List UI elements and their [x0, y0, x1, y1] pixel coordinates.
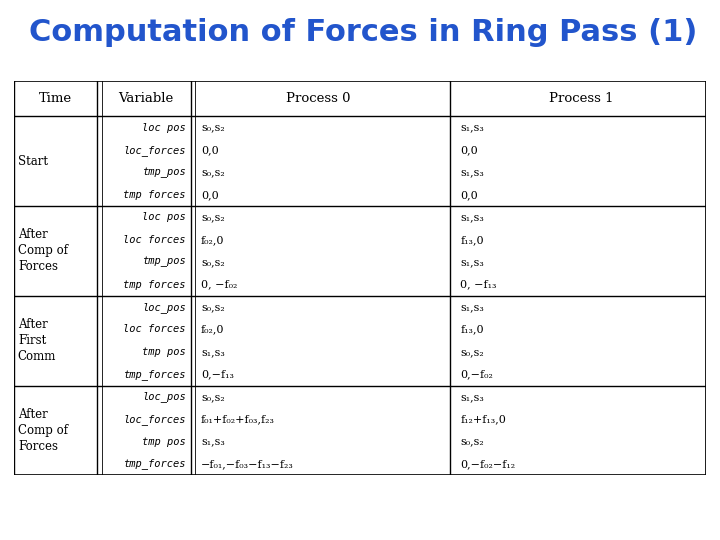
Text: s₀,s₂: s₀,s₂ — [460, 436, 484, 447]
Text: s₀,s₂: s₀,s₂ — [201, 167, 225, 178]
Text: s₁,s₃: s₁,s₃ — [460, 167, 484, 178]
Text: Variable: Variable — [118, 92, 174, 105]
Text: f₀₂,0: f₀₂,0 — [201, 325, 225, 334]
Text: loc forces: loc forces — [123, 235, 186, 245]
Text: f₀₁+f₀₂+f₀₃,f₂₃: f₀₁+f₀₂+f₀₃,f₂₃ — [201, 414, 275, 424]
Text: tmp_pos: tmp_pos — [142, 257, 186, 267]
Text: loc_pos: loc_pos — [142, 392, 186, 402]
Text: loc forces: loc forces — [123, 325, 186, 334]
Text: f₀₂,0: f₀₂,0 — [201, 235, 225, 245]
Text: After
Comp of
Forces: After Comp of Forces — [18, 408, 68, 453]
Text: 0, −f₁₃: 0, −f₁₃ — [460, 280, 497, 289]
Text: Start: Start — [18, 155, 48, 168]
Text: Time: Time — [40, 92, 73, 105]
Text: Process 0: Process 0 — [287, 92, 351, 105]
Text: s₀,s₂: s₀,s₂ — [201, 212, 225, 222]
Text: s₁,s₃: s₁,s₃ — [201, 347, 225, 357]
Text: f₁₃,0: f₁₃,0 — [460, 235, 484, 245]
Text: tmp_pos: tmp_pos — [142, 167, 186, 178]
Text: s₁,s₃: s₁,s₃ — [460, 257, 484, 267]
Text: After
Comp of
Forces: After Comp of Forces — [18, 228, 68, 273]
Text: s₁,s₃: s₁,s₃ — [460, 302, 484, 312]
Text: tmp_forces: tmp_forces — [123, 458, 186, 469]
Text: loc pos: loc pos — [142, 123, 186, 133]
Text: −f₀₁,−f₀₃−f₁₃−f₂₃: −f₀₁,−f₀₃−f₁₃−f₂₃ — [201, 459, 294, 469]
Text: 0, −f₀₂: 0, −f₀₂ — [201, 280, 238, 289]
Text: f₁₃,0: f₁₃,0 — [460, 325, 484, 334]
Text: 0,0: 0,0 — [201, 190, 219, 200]
Text: tmp forces: tmp forces — [123, 280, 186, 289]
Text: 0,0: 0,0 — [460, 145, 478, 155]
Text: s₁,s₃: s₁,s₃ — [460, 212, 484, 222]
Text: loc_pos: loc_pos — [142, 302, 186, 313]
Text: loc_forces: loc_forces — [123, 414, 186, 424]
Text: tmp pos: tmp pos — [142, 436, 186, 447]
Text: loc_forces: loc_forces — [123, 145, 186, 156]
Text: tmp_forces: tmp_forces — [123, 369, 186, 380]
Text: 0,0: 0,0 — [460, 190, 478, 200]
Text: 0,−f₀₂−f₁₂: 0,−f₀₂−f₁₂ — [460, 459, 516, 469]
Text: Process 1: Process 1 — [549, 92, 613, 105]
Text: s₁,s₃: s₁,s₃ — [460, 123, 484, 133]
Text: 0,−f₀₂: 0,−f₀₂ — [460, 369, 493, 379]
Text: After
First
Comm: After First Comm — [18, 318, 56, 363]
Text: loc pos: loc pos — [142, 212, 186, 222]
Text: f₁₂+f₁₃,0: f₁₂+f₁₃,0 — [460, 414, 506, 424]
Text: s₁,s₃: s₁,s₃ — [201, 436, 225, 447]
Text: s₀,s₂: s₀,s₂ — [460, 347, 484, 357]
Text: 0,−f₁₃: 0,−f₁₃ — [201, 369, 234, 379]
Text: 0,0: 0,0 — [201, 145, 219, 155]
Text: tmp forces: tmp forces — [123, 190, 186, 200]
Text: Computation of Forces in Ring Pass (1): Computation of Forces in Ring Pass (1) — [29, 18, 697, 47]
Text: s₀,s₂: s₀,s₂ — [201, 123, 225, 133]
Text: s₀,s₂: s₀,s₂ — [201, 257, 225, 267]
Text: MK: MK — [29, 505, 63, 524]
Text: tmp pos: tmp pos — [142, 347, 186, 357]
Text: s₀,s₂: s₀,s₂ — [201, 302, 225, 312]
Text: MORGAN KAUFMANN: MORGAN KAUFMANN — [29, 526, 86, 531]
Text: s₁,s₃: s₁,s₃ — [460, 392, 484, 402]
Text: 43: 43 — [681, 506, 698, 520]
Text: s₀,s₂: s₀,s₂ — [201, 392, 225, 402]
Text: Copyright © 2010, Elsevier Inc. All rights Reserved: Copyright © 2010, Elsevier Inc. All righ… — [200, 507, 520, 519]
